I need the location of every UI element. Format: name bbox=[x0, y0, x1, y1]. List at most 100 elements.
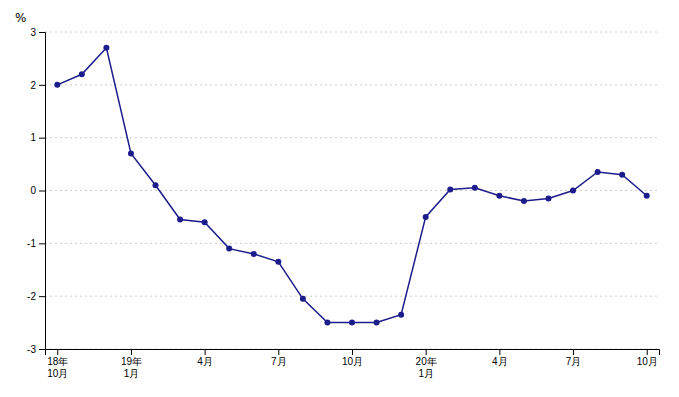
x-tick-label-line: 10月 bbox=[637, 356, 658, 367]
x-tick: 7月 bbox=[566, 349, 582, 367]
x-tick: 4月 bbox=[492, 349, 508, 367]
y-tick-mark bbox=[39, 191, 45, 192]
grid-line bbox=[45, 84, 659, 85]
point bbox=[54, 82, 60, 88]
point bbox=[644, 193, 650, 199]
x-tick-label: 4月 bbox=[197, 356, 213, 367]
x-tick-label-line: 1月 bbox=[418, 368, 434, 379]
y-tick-mark bbox=[39, 349, 45, 350]
point bbox=[202, 219, 208, 225]
plot: -3-2-1012318年10月19年1月4月7月10月20年1月4月7月10月 bbox=[27, 27, 659, 379]
y-tick-mark bbox=[39, 243, 45, 244]
x-tick-label-line: 10月 bbox=[47, 368, 68, 379]
x-tick-label-line: 19年 bbox=[121, 356, 142, 367]
x-tick-label-line: 7月 bbox=[566, 356, 582, 367]
x-tick: 18年10月 bbox=[47, 349, 68, 379]
y-tick: -3 bbox=[27, 344, 45, 355]
point bbox=[153, 182, 159, 188]
point bbox=[398, 312, 404, 318]
x-tick-label-line: 4月 bbox=[492, 356, 508, 367]
grid-line bbox=[45, 137, 659, 138]
y-tick: -2 bbox=[27, 291, 45, 302]
point bbox=[447, 186, 453, 192]
y-axis-line bbox=[39, 33, 46, 350]
x-tick-label: 18年10月 bbox=[47, 356, 68, 379]
x-tick: 7月 bbox=[271, 349, 287, 367]
y-tick: 3 bbox=[30, 27, 45, 38]
x-tick-label: 4月 bbox=[492, 356, 508, 367]
y-tick-mark bbox=[39, 85, 45, 86]
point bbox=[324, 320, 330, 326]
y-axis: -3 -2 -1 0 1 2 3 bbox=[27, 27, 45, 355]
y-tick-mark bbox=[39, 32, 45, 33]
grid-line bbox=[45, 32, 659, 33]
y-tick-label: 0 bbox=[30, 185, 36, 196]
line bbox=[57, 48, 646, 323]
x-tick-mark bbox=[499, 349, 500, 355]
point bbox=[545, 195, 551, 201]
x-tick-mark bbox=[573, 349, 574, 355]
point bbox=[128, 151, 134, 157]
point bbox=[103, 45, 109, 51]
x-tick: 4月 bbox=[197, 349, 213, 367]
y-tick: 2 bbox=[30, 80, 45, 91]
grid-line bbox=[45, 190, 659, 191]
x-tick-label-line: 7月 bbox=[271, 356, 287, 367]
x-tick-mark bbox=[647, 349, 648, 355]
x-tick-mark bbox=[426, 349, 427, 355]
grid-line bbox=[45, 243, 659, 244]
point bbox=[349, 320, 355, 326]
x-tick-label-line: 18年 bbox=[47, 356, 68, 367]
x-tick-label-line: 10月 bbox=[342, 356, 363, 367]
x-tick-label: 10月 bbox=[637, 356, 658, 367]
y-tick-label: -3 bbox=[27, 344, 36, 355]
chart: -3-2-1012318年10月19年1月4月7月10月20年1月4月7月10月… bbox=[0, 0, 679, 397]
y-tick: -1 bbox=[27, 238, 45, 249]
x-tick-label-line: 4月 bbox=[197, 356, 213, 367]
y-axis-title: % bbox=[15, 11, 26, 25]
point bbox=[423, 214, 429, 220]
point bbox=[570, 188, 576, 194]
y-tick: 0 bbox=[30, 185, 45, 196]
x-tick-label: 19年1月 bbox=[121, 356, 142, 379]
x-tick-mark bbox=[131, 349, 132, 355]
point bbox=[496, 193, 502, 199]
grid-line bbox=[45, 296, 659, 297]
point bbox=[374, 320, 380, 326]
y-tick-mark bbox=[39, 138, 45, 139]
x-tick: 10月 bbox=[637, 349, 658, 367]
x-tick: 20年1月 bbox=[416, 349, 437, 379]
point bbox=[251, 251, 257, 257]
point bbox=[300, 296, 306, 302]
x-tick-label: 7月 bbox=[271, 356, 287, 367]
x-axis: 18年10月19年1月4月7月10月20年1月4月7月10月 bbox=[46, 349, 660, 379]
x-tick-mark bbox=[278, 349, 279, 355]
x-axis-line bbox=[46, 350, 660, 356]
point bbox=[619, 172, 625, 178]
x-tick-label: 7月 bbox=[566, 356, 582, 367]
x-tick-label: 10月 bbox=[342, 356, 363, 367]
x-tick: 10月 bbox=[342, 349, 363, 367]
y-tick: 1 bbox=[30, 132, 45, 143]
x-tick-mark bbox=[57, 349, 58, 355]
y-tick-label: 2 bbox=[30, 80, 36, 91]
x-tick-label-line: 20年 bbox=[416, 356, 437, 367]
y-tick-label: 1 bbox=[30, 132, 36, 143]
y-tick-label: -2 bbox=[27, 291, 36, 302]
point bbox=[472, 185, 478, 191]
point bbox=[595, 169, 601, 175]
point bbox=[275, 259, 281, 265]
x-tick-label-line: 1月 bbox=[124, 368, 140, 379]
x-tick-label: 20年1月 bbox=[416, 356, 437, 379]
x-tick-mark bbox=[205, 349, 206, 355]
point bbox=[226, 246, 232, 252]
y-tick-mark bbox=[39, 296, 45, 297]
point bbox=[79, 71, 85, 77]
series bbox=[54, 45, 649, 326]
x-tick: 19年1月 bbox=[121, 349, 142, 379]
point bbox=[521, 198, 527, 204]
y-tick-label: -1 bbox=[27, 238, 36, 249]
grid bbox=[45, 32, 659, 349]
point bbox=[177, 217, 183, 223]
x-tick-mark bbox=[352, 349, 353, 355]
